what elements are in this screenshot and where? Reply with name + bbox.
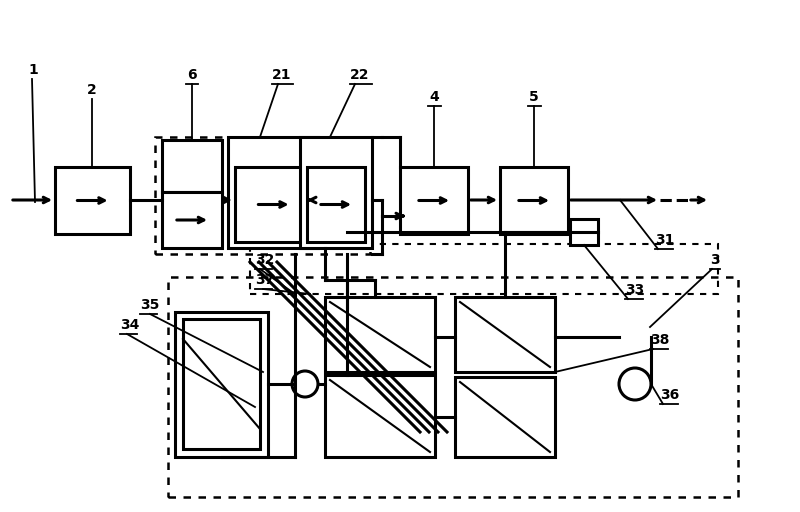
Bar (400, 167, 468, 234)
Text: 31: 31 (655, 233, 674, 247)
Text: 21: 21 (272, 68, 292, 82)
Text: 37: 37 (255, 273, 274, 287)
Bar (455, 377, 555, 457)
Bar (168, 277, 738, 497)
Bar (162, 140, 222, 192)
Text: 34: 34 (120, 318, 139, 332)
Text: 3: 3 (710, 253, 720, 267)
Text: 6: 6 (187, 68, 197, 82)
Text: 33: 33 (625, 283, 644, 297)
Text: 32: 32 (255, 253, 274, 267)
Text: 35: 35 (140, 298, 159, 312)
Text: 22: 22 (350, 68, 370, 82)
Bar (55, 167, 130, 234)
Bar (570, 219, 598, 245)
Bar (325, 297, 435, 372)
Bar (175, 312, 268, 457)
Text: 4: 4 (429, 90, 439, 104)
Bar (307, 167, 365, 242)
Bar (228, 137, 318, 248)
Bar (155, 137, 370, 254)
Text: 2: 2 (87, 83, 97, 97)
Bar (325, 375, 435, 457)
Bar (162, 192, 222, 248)
Text: 38: 38 (650, 333, 670, 347)
Bar (300, 137, 372, 248)
Text: 1: 1 (28, 63, 38, 77)
Bar (500, 167, 568, 234)
Bar (183, 319, 260, 449)
Bar (250, 244, 718, 294)
Bar (455, 297, 555, 372)
Text: 5: 5 (529, 90, 539, 104)
Bar (235, 167, 312, 242)
Text: 36: 36 (660, 388, 679, 402)
